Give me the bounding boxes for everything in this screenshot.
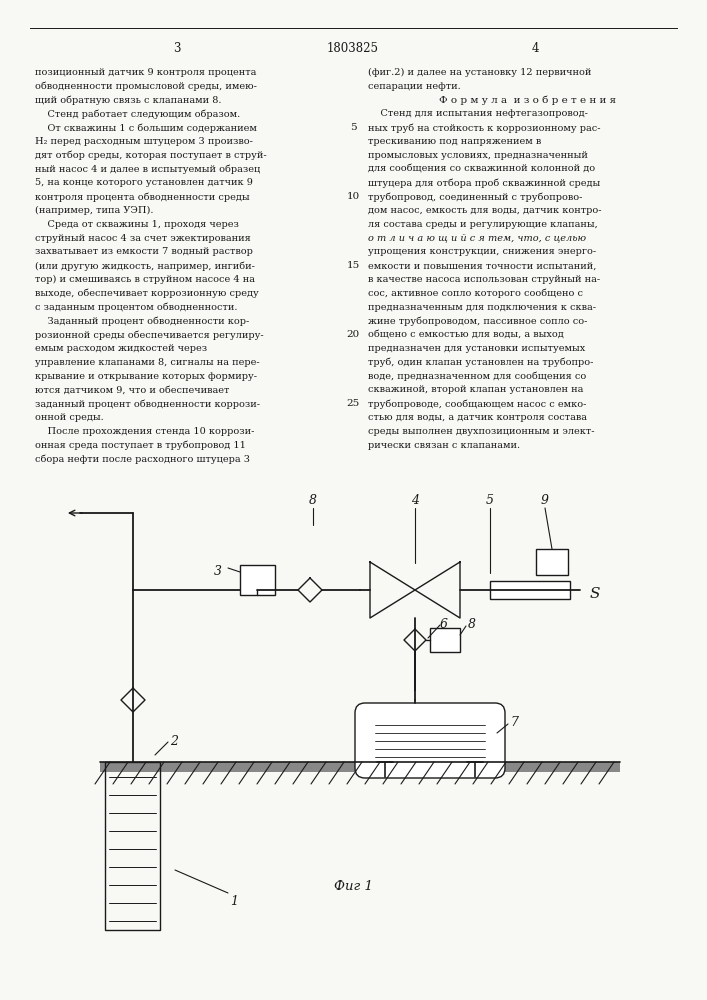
Text: После прохождения стенда 10 коррози-: После прохождения стенда 10 коррози- bbox=[35, 427, 255, 436]
Text: 25: 25 bbox=[346, 399, 360, 408]
Text: для сообщения со скважинной колонной до: для сообщения со скважинной колонной до bbox=[368, 165, 595, 174]
Text: контроля процента обводненности среды: контроля процента обводненности среды bbox=[35, 192, 250, 202]
Text: заданный процент обводненности коррози-: заданный процент обводненности коррози- bbox=[35, 399, 260, 409]
Text: 10: 10 bbox=[346, 192, 360, 201]
Text: Стенд для испытания нефтегазопровод-: Стенд для испытания нефтегазопровод- bbox=[368, 109, 588, 118]
Text: промысловых условиях, предназначенный: промысловых условиях, предназначенный bbox=[368, 151, 588, 160]
Text: Ф о р м у л а  и з о б р е т е н и я: Ф о р м у л а и з о б р е т е н и я bbox=[440, 96, 617, 105]
Text: 6: 6 bbox=[440, 618, 448, 631]
Text: стью для воды, а датчик контроля состава: стью для воды, а датчик контроля состава bbox=[368, 413, 587, 422]
FancyBboxPatch shape bbox=[355, 703, 505, 778]
Text: 5: 5 bbox=[486, 494, 494, 507]
Text: сбора нефти после расходного штуцера 3: сбора нефти после расходного штуцера 3 bbox=[35, 454, 250, 464]
Text: Заданный процент обводненности кор-: Заданный процент обводненности кор- bbox=[35, 316, 250, 326]
Text: (или другую жидкость, например, ингиби-: (или другую жидкость, например, ингиби- bbox=[35, 261, 255, 271]
Text: труб, один клапан установлен на трубопро-: труб, один клапан установлен на трубопро… bbox=[368, 358, 593, 367]
Text: 20: 20 bbox=[346, 330, 360, 339]
Text: позиционный датчик 9 контроля процента: позиционный датчик 9 контроля процента bbox=[35, 68, 257, 77]
Text: онная среда поступает в трубопровод 11: онная среда поступает в трубопровод 11 bbox=[35, 441, 246, 450]
Text: (фиг.2) и далее на установку 12 первичной: (фиг.2) и далее на установку 12 первично… bbox=[368, 68, 591, 77]
Text: струйный насос 4 за счет эжектирования: струйный насос 4 за счет эжектирования bbox=[35, 234, 251, 243]
Text: управление клапанами 8, сигналы на пере-: управление клапанами 8, сигналы на пере- bbox=[35, 358, 259, 367]
Text: обводненности промысловой среды, имею-: обводненности промысловой среды, имею- bbox=[35, 82, 257, 91]
Text: предназначенным для подключения к сква-: предназначенным для подключения к сква- bbox=[368, 303, 596, 312]
Text: Фиг 1: Фиг 1 bbox=[334, 880, 373, 893]
Text: 1: 1 bbox=[230, 895, 238, 908]
Text: захватывает из емкости 7 водный раствор: захватывает из емкости 7 водный раствор bbox=[35, 247, 253, 256]
Text: крывание и открывание которых формиру-: крывание и открывание которых формиру- bbox=[35, 372, 257, 381]
Text: сос, активное сопло которого сообщено с: сос, активное сопло которого сообщено с bbox=[368, 289, 583, 298]
Text: ются датчиком 9, что и обеспечивает: ются датчиком 9, что и обеспечивает bbox=[35, 385, 229, 394]
Text: Н₂ перед расходным штуцером 3 произво-: Н₂ перед расходным штуцером 3 произво- bbox=[35, 137, 253, 146]
Text: 2: 2 bbox=[170, 735, 178, 748]
Text: штуцера для отбора проб скважинной среды: штуцера для отбора проб скважинной среды bbox=[368, 178, 600, 188]
Text: емкости и повышения точности испытаний,: емкости и повышения точности испытаний, bbox=[368, 261, 597, 270]
Text: 3: 3 bbox=[173, 42, 181, 55]
Text: дом насос, емкость для воды, датчик контро-: дом насос, емкость для воды, датчик конт… bbox=[368, 206, 602, 215]
Text: онной среды.: онной среды. bbox=[35, 413, 104, 422]
Text: (например, типа УЭП).: (например, типа УЭП). bbox=[35, 206, 153, 215]
Text: 5, на конце которого установлен датчик 9: 5, на конце которого установлен датчик 9 bbox=[35, 178, 253, 187]
Text: рически связан с клапанами.: рически связан с клапанами. bbox=[368, 441, 520, 450]
Text: трескиванию под напряжением в: трескиванию под напряжением в bbox=[368, 137, 542, 146]
Text: скважиной, второй клапан установлен на: скважиной, второй клапан установлен на bbox=[368, 385, 583, 394]
Text: предназначен для установки испытуемых: предназначен для установки испытуемых bbox=[368, 344, 585, 353]
Bar bbox=[105, 762, 160, 930]
Text: Среда от скважины 1, проходя через: Среда от скважины 1, проходя через bbox=[35, 220, 239, 229]
Text: дят отбор среды, которая поступает в струй-: дят отбор среды, которая поступает в стр… bbox=[35, 151, 267, 160]
Text: в качестве насоса использован струйный на-: в качестве насоса использован струйный н… bbox=[368, 275, 600, 284]
Text: среды выполнен двухпозиционным и элект-: среды выполнен двухпозиционным и элект- bbox=[368, 427, 595, 436]
Text: 9: 9 bbox=[541, 494, 549, 507]
Text: о т л и ч а ю щ и й с я тем, что, с целью: о т л и ч а ю щ и й с я тем, что, с цель… bbox=[368, 234, 586, 243]
Text: трубопровод, соединенный с трубопрово-: трубопровод, соединенный с трубопрово- bbox=[368, 192, 583, 202]
Text: ля состава среды и регулирующие клапаны,: ля состава среды и регулирующие клапаны, bbox=[368, 220, 597, 229]
Text: ных труб на стойкость к коррозионному рас-: ных труб на стойкость к коррозионному ра… bbox=[368, 123, 600, 133]
Bar bbox=[536, 549, 568, 575]
Text: воде, предназначенном для сообщения со: воде, предназначенном для сообщения со bbox=[368, 372, 586, 381]
Text: S: S bbox=[590, 587, 600, 601]
Text: 8: 8 bbox=[468, 618, 476, 631]
Bar bbox=[430, 628, 460, 652]
Bar bbox=[490, 581, 570, 599]
Text: 4: 4 bbox=[531, 42, 539, 55]
Text: 15: 15 bbox=[346, 261, 360, 270]
Text: общено с емкостью для воды, а выход: общено с емкостью для воды, а выход bbox=[368, 330, 563, 339]
Text: розионной среды обеспечивается регулиру-: розионной среды обеспечивается регулиру- bbox=[35, 330, 264, 340]
Text: щий обратную связь с клапанами 8.: щий обратную связь с клапанами 8. bbox=[35, 96, 221, 105]
Text: жине трубопроводом, пассивное сопло со-: жине трубопроводом, пассивное сопло со- bbox=[368, 316, 588, 326]
Text: 7: 7 bbox=[510, 716, 518, 729]
Text: От скважины 1 с большим содержанием: От скважины 1 с большим содержанием bbox=[35, 123, 257, 133]
Text: тор) и смешиваясь в струйном насосе 4 на: тор) и смешиваясь в струйном насосе 4 на bbox=[35, 275, 255, 284]
Text: выходе, обеспечивает коррозионную среду: выходе, обеспечивает коррозионную среду bbox=[35, 289, 259, 298]
Text: трубопроводе, сообщающем насос с емко-: трубопроводе, сообщающем насос с емко- bbox=[368, 399, 586, 409]
Text: с заданным процентом обводненности.: с заданным процентом обводненности. bbox=[35, 303, 238, 312]
Text: 8: 8 bbox=[309, 494, 317, 507]
Text: 4: 4 bbox=[411, 494, 419, 507]
Text: 1803825: 1803825 bbox=[327, 42, 379, 55]
Text: емым расходом жидкостей через: емым расходом жидкостей через bbox=[35, 344, 207, 353]
Text: Стенд работает следующим образом.: Стенд работает следующим образом. bbox=[35, 109, 240, 119]
Bar bbox=[240, 565, 275, 595]
Text: сепарации нефти.: сепарации нефти. bbox=[368, 82, 461, 91]
Text: ный насос 4 и далее в испытуемый образец: ный насос 4 и далее в испытуемый образец bbox=[35, 165, 260, 174]
Text: 5: 5 bbox=[350, 123, 356, 132]
Text: 3: 3 bbox=[214, 565, 222, 578]
Text: упрощения конструкции, снижения энерго-: упрощения конструкции, снижения энерго- bbox=[368, 247, 596, 256]
